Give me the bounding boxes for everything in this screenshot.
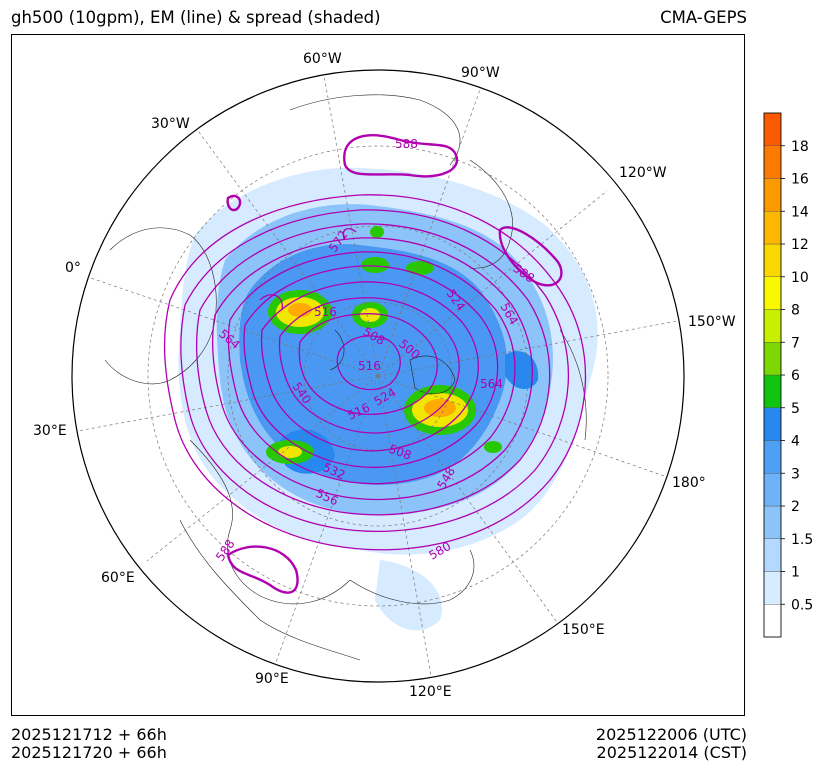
contour-588 xyxy=(226,134,563,594)
spread-core-yellow xyxy=(360,308,380,322)
init-utc: 2025121712 + 66h xyxy=(11,725,167,744)
colorbar-tick-label: 16 xyxy=(791,172,809,188)
spread-core-green xyxy=(361,257,389,273)
colorbar-swatch xyxy=(763,538,782,572)
lon-label: 60°E xyxy=(101,570,135,586)
spread-core-green xyxy=(484,441,502,453)
valid-cst: 2025122014 (CST) xyxy=(596,743,747,763)
lon-label: 120°W xyxy=(619,165,667,181)
colorbar-tick-label: 4 xyxy=(791,434,800,450)
colorbar-swatch xyxy=(763,604,782,638)
colorbar-tick-label: 2 xyxy=(791,499,800,515)
chart-title: gh500 (10gpm), EM (line) & spread (shade… xyxy=(11,8,381,27)
init-cst: 2025121720 + 66h xyxy=(11,743,167,763)
contour-line xyxy=(498,226,563,287)
contour-line xyxy=(195,223,551,516)
contour-label: 588 xyxy=(395,137,418,151)
contour-line xyxy=(211,237,533,501)
contour-label: 516 xyxy=(358,359,381,373)
contour-line xyxy=(343,134,459,178)
colorbar-swatch xyxy=(763,211,782,245)
graticule xyxy=(72,70,684,682)
contour-line xyxy=(298,313,438,416)
colorbar-tick-label: 1 xyxy=(791,565,800,581)
spread-area-light xyxy=(375,560,442,631)
longitude-labels: 60°W 90°W 30°W 120°W 0° 150°W 30°E 180° … xyxy=(33,51,736,700)
colorbar-swatch xyxy=(763,505,782,539)
colorbar: 18 16 14 12 10 8 7 6 5 4 3 2 1.5 1 0.5 xyxy=(763,112,813,638)
contour-line xyxy=(180,209,570,533)
contour-label: 564 xyxy=(480,377,503,391)
spread-core-green xyxy=(406,261,434,275)
init-time-block: 2025121712 + 66h 2025121720 + 66h xyxy=(11,725,167,763)
colorbar-tick-label: 12 xyxy=(791,237,809,253)
contour-line xyxy=(260,281,479,452)
colorbar-swatch xyxy=(763,473,782,507)
colorbar-swatch xyxy=(763,178,782,212)
colorbar-swatch xyxy=(763,440,782,474)
colorbar-tick-label: 14 xyxy=(791,204,809,220)
lon-label: 0° xyxy=(65,260,81,276)
colorbar-swatch xyxy=(763,145,782,179)
lon-label: 150°W xyxy=(688,314,736,330)
map-frame xyxy=(11,34,745,716)
colorbar-tick-label: 6 xyxy=(791,368,800,384)
lon-label: 90°W xyxy=(461,65,500,81)
colorbar-swatch xyxy=(763,112,782,146)
valid-utc: 2025122006 (UTC) xyxy=(595,725,747,744)
colorbar-swatch xyxy=(763,571,782,605)
colorbar-tick-label: 3 xyxy=(791,466,800,482)
contour-label: 516 xyxy=(314,305,337,319)
colorbar-tick-label: 10 xyxy=(791,270,809,286)
spread-core-green xyxy=(370,226,384,238)
colorbar-tick-label: 5 xyxy=(791,401,800,417)
colorbar-swatch xyxy=(763,276,782,310)
contour-line xyxy=(278,297,460,434)
colorbar-swatch xyxy=(763,243,782,277)
lon-label: 30°E xyxy=(33,423,67,439)
contour-line xyxy=(163,194,587,551)
gh500-contours xyxy=(163,194,587,551)
lon-label: 60°W xyxy=(303,51,342,67)
colorbar-tick-label: 8 xyxy=(791,303,800,319)
spread-core-orange xyxy=(288,303,312,317)
lon-label: 90°E xyxy=(255,671,289,687)
colorbar-tick-label: 0.5 xyxy=(791,597,813,613)
colorbar-swatch xyxy=(763,374,782,408)
lon-label: 150°E xyxy=(562,622,605,638)
colorbar-swatch xyxy=(763,309,782,343)
contour-line xyxy=(336,335,401,391)
model-name: CMA-GEPS xyxy=(660,8,747,27)
spread-area-dark xyxy=(505,351,539,390)
lon-label: 30°W xyxy=(151,116,190,132)
coastlines xyxy=(104,94,587,661)
map-boundary xyxy=(71,69,685,683)
contour-line xyxy=(226,194,242,212)
colorbar-tick-label: 7 xyxy=(791,335,800,351)
contour-line xyxy=(226,545,299,594)
contour-line xyxy=(259,294,283,311)
lon-label: 180° xyxy=(672,475,706,491)
contour-line xyxy=(342,228,357,239)
colorbar-tick-label: 1.5 xyxy=(791,532,813,548)
contour-line xyxy=(227,251,516,485)
valid-time-block: 2025122006 (UTC) 2025122014 (CST) xyxy=(595,725,747,763)
contour-line xyxy=(243,265,499,468)
colorbar-swatch xyxy=(763,342,782,376)
lon-label: 120°E xyxy=(409,684,452,700)
spread-core-yellow xyxy=(278,446,302,458)
colorbar-swatch xyxy=(763,407,782,441)
colorbar-tick-label: 18 xyxy=(791,139,809,155)
